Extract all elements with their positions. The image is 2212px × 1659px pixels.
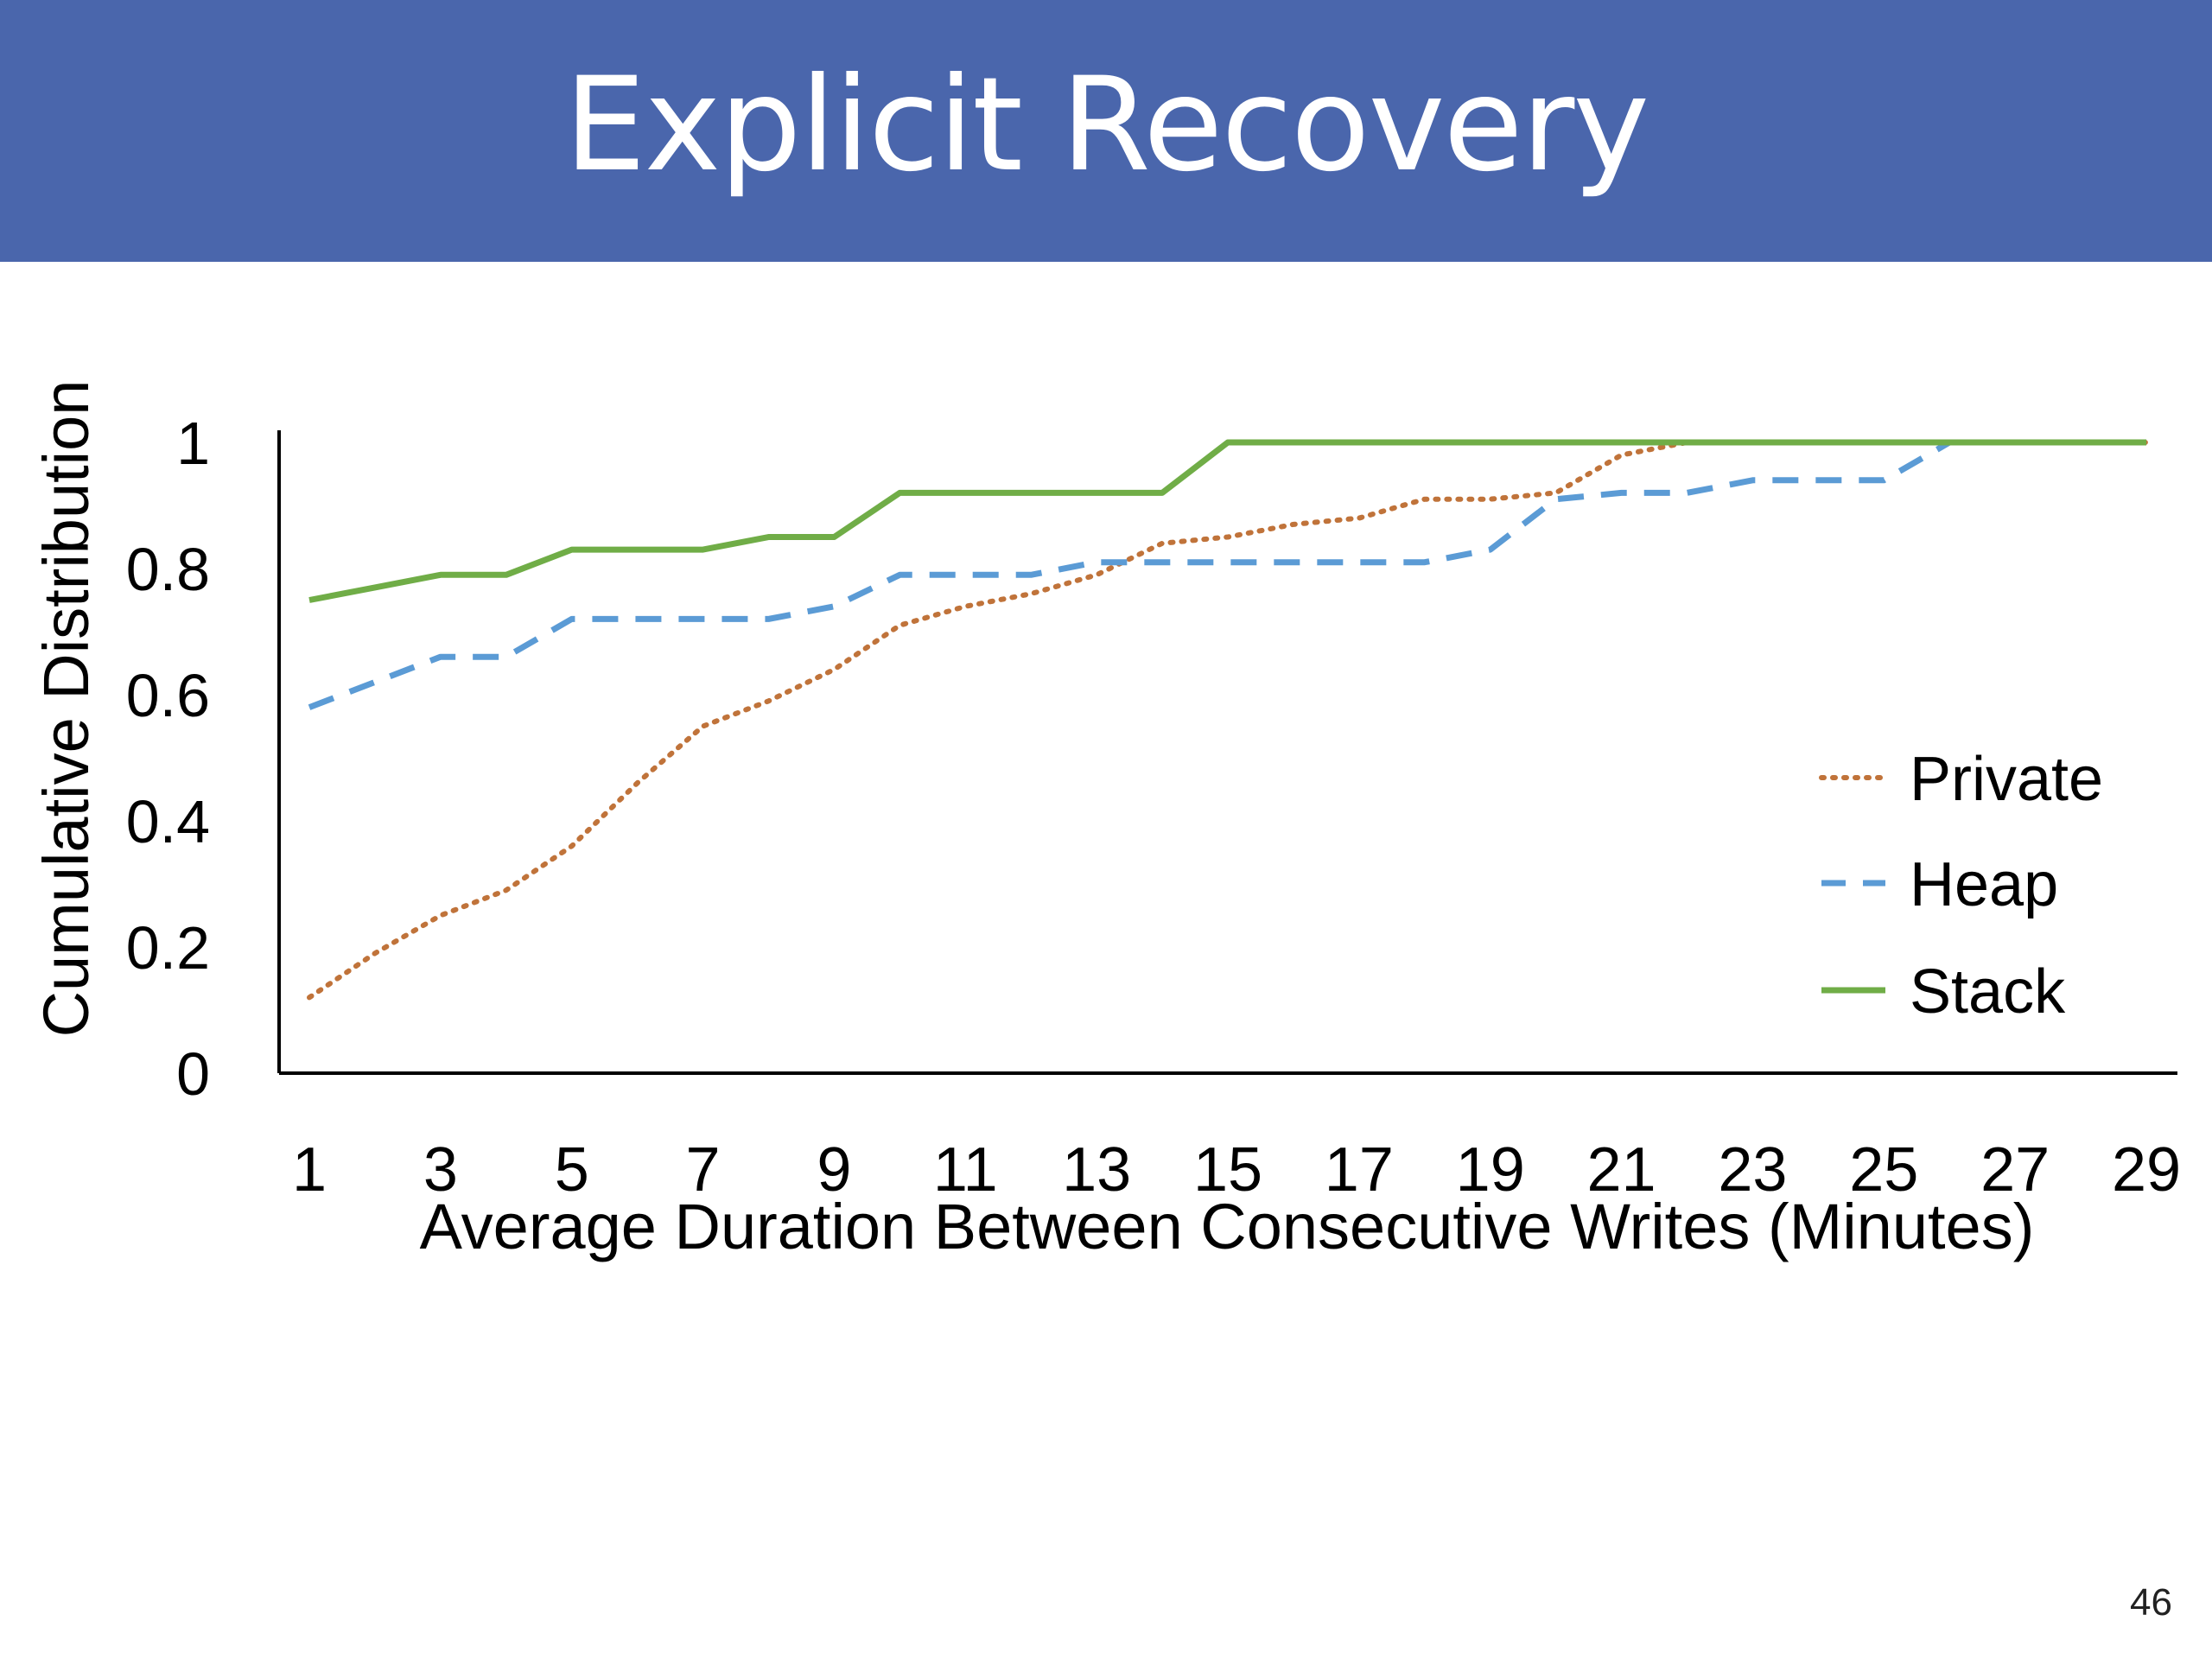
y-tick-label: 0.6: [126, 662, 210, 729]
series-layer: [307, 439, 2149, 1001]
page-number: 46: [2130, 1581, 2172, 1624]
x-axis-title: Average Duration Between Consecutive Wri…: [420, 1191, 2035, 1262]
slide-title: Explicit Recovery: [563, 50, 1649, 200]
y-tick-label: 0.4: [126, 788, 210, 855]
x-tick-label: 9: [817, 1135, 851, 1205]
x-tick-label: 15: [1193, 1135, 1262, 1205]
title-bar: [0, 0, 2212, 262]
y-tick-label: 1: [176, 410, 210, 477]
series-line-stack: [308, 439, 2146, 603]
y-tick-label: 0.2: [126, 914, 210, 982]
legend: Private Heap Stack: [1819, 745, 2103, 1027]
legend-label-stack: Stack: [1910, 957, 2066, 1027]
axes: 00.20.40.60.811 3 5 7 9 11 13 15 17 19 21 23 25 27 29: [126, 410, 2181, 1205]
x-tick-label: 3: [423, 1135, 458, 1205]
x-tick-label: 13: [1062, 1135, 1131, 1205]
x-tick-label: 19: [1456, 1135, 1525, 1205]
y-tick-label: 0: [176, 1040, 210, 1108]
legend-label-heap: Heap: [1910, 850, 2058, 919]
legend-label-private: Private: [1910, 745, 2103, 814]
y-axis-title: Cumulative Distribution: [30, 380, 102, 1038]
series-line-heap: [308, 439, 2146, 710]
x-tick-label: 23: [1718, 1135, 1787, 1205]
x-tick-label: 25: [1849, 1135, 1918, 1205]
y-tick-label: 0.8: [126, 536, 210, 603]
series-line-private: [307, 440, 2149, 1001]
x-tick-label: 29: [2112, 1135, 2181, 1205]
x-tick-label: 21: [1587, 1135, 1656, 1205]
x-tick-label: 1: [292, 1135, 327, 1205]
x-tick-label: 27: [1980, 1135, 2050, 1205]
x-tick-label: 5: [555, 1135, 589, 1205]
x-tick-label: 7: [686, 1135, 721, 1205]
x-tick-label: 11: [933, 1135, 998, 1205]
x-tick-label: 17: [1325, 1135, 1394, 1205]
